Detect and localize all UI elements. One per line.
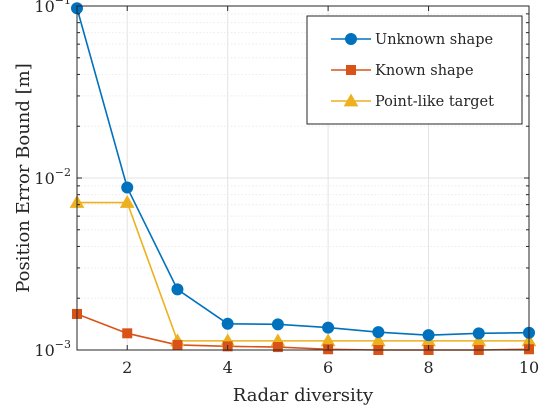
- legend-marker-known-shape: [346, 65, 356, 75]
- legend: Unknown shape Known shape Point-like targe…: [306, 15, 523, 125]
- legend-label-unknown-shape: Unknown shape: [375, 32, 493, 48]
- data-point-known-shape: [272, 342, 283, 353]
- data-point-unknown-shape: [372, 326, 385, 339]
- x-axis-label: Radar diversity: [233, 385, 374, 405]
- series-line-unknown-shape: [76, 8, 530, 336]
- data-point-known-shape: [172, 339, 183, 350]
- data-point-unknown-shape: [472, 327, 485, 340]
- y-tick-label: 10−3: [34, 338, 71, 360]
- x-tick-label: 4: [223, 358, 233, 377]
- x-tick-label: 8: [423, 358, 433, 377]
- y-tick-label: 10−1: [34, 0, 71, 16]
- series-line-point-like-target: [77, 201, 529, 342]
- data-point-unknown-shape: [221, 317, 234, 330]
- legend-label-known-shape: Known shape: [375, 63, 474, 79]
- legend-marker-point-like-target: [343, 93, 359, 107]
- data-point-unknown-shape: [322, 321, 335, 334]
- data-point-unknown-shape: [271, 318, 284, 331]
- data-point-unknown-shape: [171, 283, 184, 296]
- data-point-unknown-shape: [121, 181, 134, 194]
- legend-marker-unknown-shape: [345, 33, 357, 45]
- x-tick-label: 6: [323, 358, 333, 377]
- data-point-unknown-shape: [422, 329, 435, 342]
- data-point-point-like-target: [119, 195, 135, 208]
- y-axis-label: Position Error Bound [m]: [13, 63, 34, 292]
- x-tick-label: 2: [122, 358, 132, 377]
- x-axis-ticks: 2 4 6 8 10: [122, 6, 539, 377]
- legend-label-point-like-target: Point-like target: [375, 94, 494, 110]
- y-axis-ticks: 10−3 10−2 10−1: [34, 0, 529, 360]
- data-point-known-shape: [122, 328, 133, 339]
- x-tick-label: 10: [519, 358, 539, 377]
- y-tick-label: 10−2: [34, 166, 71, 188]
